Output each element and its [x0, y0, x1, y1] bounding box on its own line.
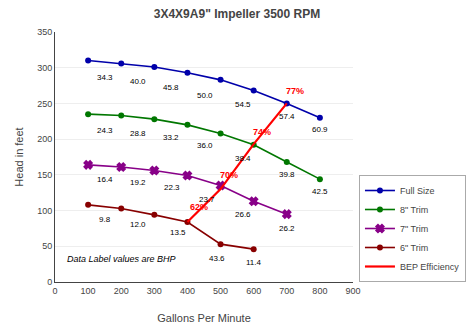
- svg-text:300: 300: [147, 286, 162, 296]
- svg-text:150: 150: [37, 170, 52, 180]
- svg-text:0: 0: [47, 277, 52, 287]
- svg-text:8" Trim: 8" Trim: [400, 205, 428, 215]
- svg-text:74%: 74%: [253, 127, 271, 137]
- svg-text:70%: 70%: [220, 170, 238, 180]
- svg-text:26.6: 26.6: [235, 210, 251, 219]
- svg-text:43.6: 43.6: [209, 254, 225, 263]
- svg-text:Head in feet: Head in feet: [13, 127, 25, 186]
- svg-text:57.4: 57.4: [279, 112, 295, 121]
- svg-text:100: 100: [81, 286, 96, 296]
- svg-text:19.2: 19.2: [130, 178, 146, 187]
- svg-text:24.3: 24.3: [97, 126, 113, 135]
- svg-text:11.4: 11.4: [246, 258, 262, 267]
- svg-text:350: 350: [37, 27, 52, 37]
- svg-text:Data Label values are BHP: Data Label values are BHP: [67, 254, 176, 264]
- svg-text:0: 0: [52, 286, 57, 296]
- svg-text:400: 400: [180, 286, 195, 296]
- svg-text:300: 300: [37, 63, 52, 73]
- svg-text:BEP Efficiency: BEP Efficiency: [400, 262, 459, 272]
- svg-text:3X4X9A9" Impeller 3500 RPM: 3X4X9A9" Impeller 3500 RPM: [154, 7, 320, 21]
- svg-text:9.8: 9.8: [99, 215, 111, 224]
- svg-text:900: 900: [345, 286, 360, 296]
- svg-text:16.4: 16.4: [97, 175, 113, 184]
- svg-text:6" Trim: 6" Trim: [400, 243, 428, 253]
- svg-text:700: 700: [279, 286, 294, 296]
- svg-text:Full Size: Full Size: [400, 186, 435, 196]
- svg-text:7" Trim: 7" Trim: [400, 224, 428, 234]
- svg-text:39.8: 39.8: [279, 170, 295, 179]
- svg-text:50.0: 50.0: [197, 91, 213, 100]
- svg-text:22.3: 22.3: [164, 183, 180, 192]
- svg-text:40.0: 40.0: [130, 77, 146, 86]
- svg-text:500: 500: [213, 286, 228, 296]
- svg-text:Gallons Per Minute: Gallons Per Minute: [157, 312, 251, 324]
- svg-text:200: 200: [37, 134, 52, 144]
- svg-text:28.8: 28.8: [130, 129, 146, 138]
- svg-text:45.8: 45.8: [163, 83, 179, 92]
- svg-text:62%: 62%: [190, 202, 208, 212]
- svg-text:800: 800: [312, 286, 327, 296]
- svg-text:36.0: 36.0: [197, 141, 213, 150]
- svg-text:77%: 77%: [286, 86, 304, 96]
- svg-text:250: 250: [37, 99, 52, 109]
- svg-text:33.2: 33.2: [163, 133, 179, 142]
- svg-text:26.2: 26.2: [279, 224, 295, 233]
- svg-text:50: 50: [42, 241, 52, 251]
- svg-text:23.7: 23.7: [199, 195, 215, 204]
- svg-text:42.5: 42.5: [312, 187, 328, 196]
- svg-text:12.0: 12.0: [130, 220, 146, 229]
- svg-text:100: 100: [37, 206, 52, 216]
- svg-text:60.9: 60.9: [312, 125, 328, 134]
- svg-text:38.4: 38.4: [235, 154, 251, 163]
- svg-text:13.5: 13.5: [170, 228, 186, 237]
- svg-text:200: 200: [114, 286, 129, 296]
- svg-text:54.5: 54.5: [235, 100, 251, 109]
- svg-text:600: 600: [246, 286, 261, 296]
- svg-text:34.3: 34.3: [97, 73, 113, 82]
